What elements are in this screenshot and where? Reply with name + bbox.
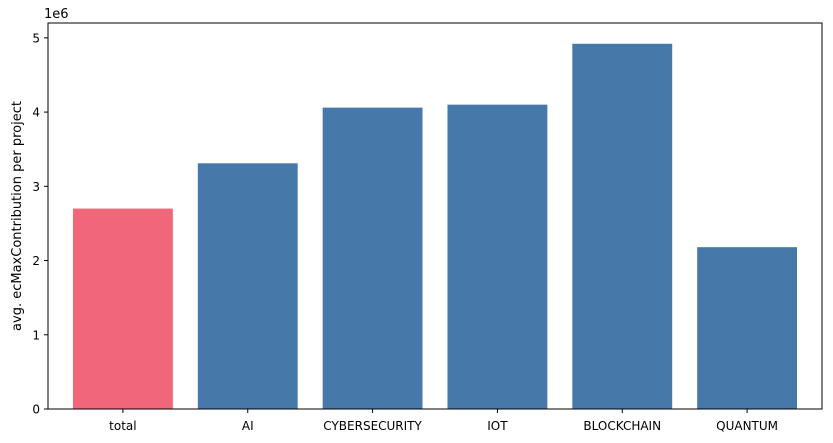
- y-tick-label: 0: [32, 403, 40, 417]
- bar-quantum: [697, 247, 798, 409]
- y-tick-label: 5: [32, 31, 40, 45]
- x-axis: total AI CYBERSECURITY IOT BLOCKCHAIN QUANTUM: [109, 409, 778, 433]
- y-tick-label: 4: [32, 106, 40, 120]
- bar-blockchain: [572, 43, 673, 410]
- x-tick-label: total: [109, 419, 136, 433]
- bar-total: [72, 208, 173, 409]
- bar-cybersecurity: [322, 107, 423, 409]
- x-tick-label: IOT: [487, 419, 508, 433]
- bar-iot: [447, 104, 548, 410]
- y-tick-label: 3: [32, 180, 40, 194]
- y-axis: 0 1 2 3 4 5: [32, 31, 48, 417]
- y-tick-label: 2: [32, 254, 40, 268]
- y-axis-label: avg. ecMaxContribution per project: [10, 101, 25, 331]
- plot-frame: [47, 22, 823, 410]
- x-tick-label: BLOCKCHAIN: [583, 419, 661, 433]
- y-tick-label: 1: [32, 328, 40, 342]
- bars-group: [72, 43, 798, 410]
- x-tick-label: QUANTUM: [716, 419, 778, 433]
- bar-ai: [197, 163, 298, 409]
- x-tick-label: CYBERSECURITY: [323, 419, 422, 433]
- y-axis-offset-label: 1e6: [44, 7, 69, 22]
- x-tick-label: AI: [242, 419, 254, 433]
